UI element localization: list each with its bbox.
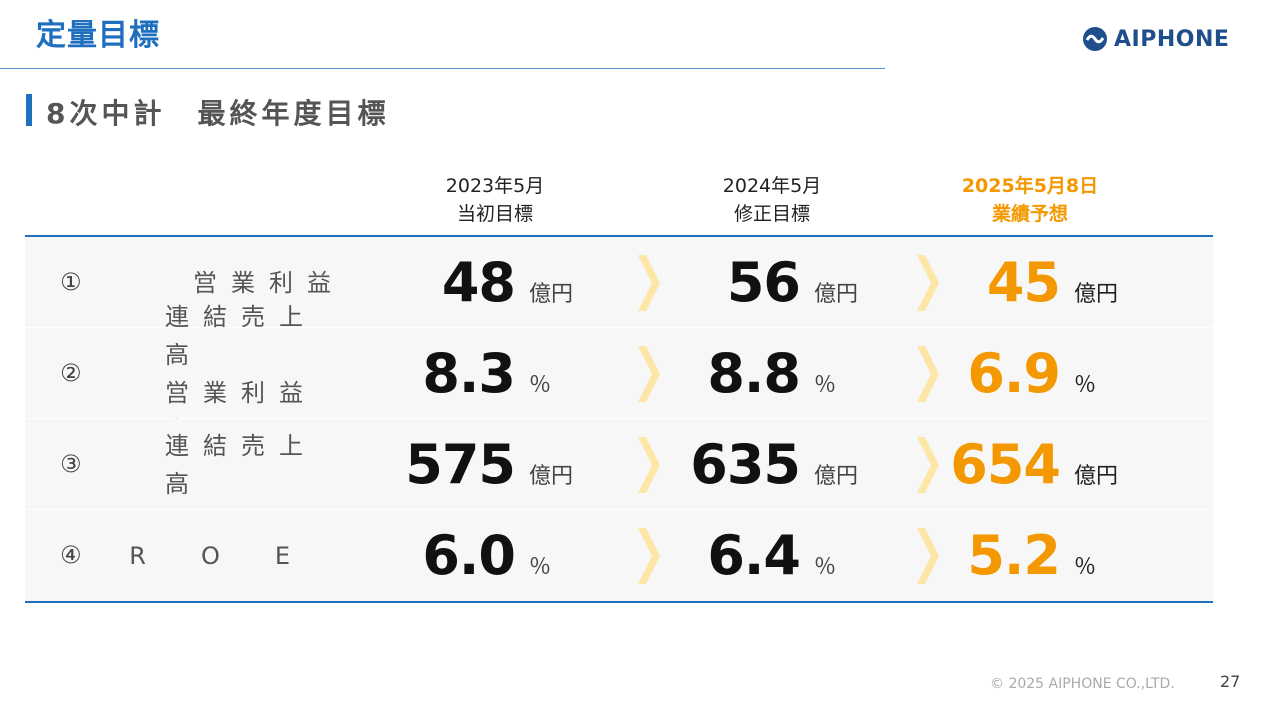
chevron-right-icon xyxy=(638,437,660,493)
chevron-right-icon xyxy=(917,255,939,311)
metric-value: 6.4 xyxy=(707,524,801,587)
metric-value: 654 xyxy=(950,433,1061,496)
value-cell: 5.2 ％ xyxy=(940,510,1170,601)
value-cell: 6.0 ％ xyxy=(395,510,625,601)
metric-value: 48 xyxy=(441,251,516,314)
column-header-initial-target: 2023年5月 当初目標 xyxy=(395,172,595,228)
row-label-line: 連結売上高 xyxy=(165,431,317,498)
metric-value: 45 xyxy=(986,251,1061,314)
row-number: ② xyxy=(60,359,82,387)
row-number: ④ xyxy=(60,541,82,569)
page-number: 27 xyxy=(1220,672,1241,691)
column-header-label: 業績予想 xyxy=(991,203,1068,225)
metric-value: 635 xyxy=(690,433,801,496)
metric-value: 8.8 xyxy=(707,342,801,405)
value-cell: 575 億円 xyxy=(395,419,625,510)
value-cell: 654 億円 xyxy=(940,419,1170,510)
metric-value: 6.0 xyxy=(422,524,516,587)
row-label: ROE xyxy=(129,510,345,601)
row-label-line: 連結売上高 xyxy=(165,302,317,369)
page-title: 定量目標 xyxy=(36,18,160,53)
metric-value: 5.2 xyxy=(967,524,1061,587)
chevron-right-icon xyxy=(917,346,939,402)
metric-unit: ％ xyxy=(529,372,552,398)
chevron-right-icon xyxy=(638,528,660,584)
metric-value: 8.3 xyxy=(422,342,516,405)
title-divider xyxy=(0,68,885,69)
column-header-forecast: 2025年5月8日 業績予想 xyxy=(930,172,1130,228)
chevron-right-icon xyxy=(917,437,939,493)
metric-unit: ％ xyxy=(1074,554,1097,580)
table-row: ③ 連結売上高 575 億円 635 億円 654 億円 xyxy=(25,419,1213,510)
value-cell: 45 億円 xyxy=(940,237,1170,328)
copyright-notice: © 2025 AIPHONE CO.,LTD. xyxy=(990,676,1175,692)
row-number: ③ xyxy=(60,450,82,478)
metric-value: 56 xyxy=(726,251,801,314)
metric-unit: 億円 xyxy=(529,281,574,307)
value-cell: 635 億円 xyxy=(680,419,910,510)
table-row: ④ ROE 6.0 ％ 6.4 ％ 5.2 ％ xyxy=(25,510,1213,601)
row-label: 営業利益 xyxy=(165,237,345,328)
value-cell: 6.9 ％ xyxy=(940,328,1170,419)
section-marker xyxy=(26,94,32,126)
metric-unit: ％ xyxy=(1074,372,1097,398)
chevron-right-icon xyxy=(638,255,660,311)
row-label-line: ROE xyxy=(129,541,345,570)
metric-unit: 億円 xyxy=(529,463,574,489)
target-table: ① 営業利益 48 億円 56 億円 45 億円 ② 連結売上高 営業利益率 8… xyxy=(25,235,1213,603)
company-logo: AIPHONE xyxy=(1082,26,1229,52)
metric-unit: ％ xyxy=(814,372,837,398)
metric-unit: 億円 xyxy=(814,281,859,307)
value-cell: 8.8 ％ xyxy=(680,328,910,419)
value-cell: 6.4 ％ xyxy=(680,510,910,601)
metric-unit: ％ xyxy=(529,554,552,580)
row-label-line: 営業利益 xyxy=(193,268,345,297)
metric-value: 575 xyxy=(405,433,516,496)
chevron-right-icon xyxy=(638,346,660,402)
row-number: ① xyxy=(60,268,82,296)
aiphone-logo-icon xyxy=(1083,27,1107,51)
column-header-revised-target: 2024年5月 修正目標 xyxy=(672,172,872,228)
row-label: 連結売上高 xyxy=(165,419,345,510)
value-cell: 56 億円 xyxy=(680,237,910,328)
metric-unit: ％ xyxy=(814,554,837,580)
metric-unit: 億円 xyxy=(814,463,859,489)
chevron-right-icon xyxy=(917,528,939,584)
logo-text: AIPHONE xyxy=(1114,26,1230,52)
metric-value: 6.9 xyxy=(967,342,1061,405)
metric-unit: 億円 xyxy=(1074,463,1119,489)
column-header-date: 2025年5月8日 xyxy=(961,175,1099,197)
row-label: 連結売上高 営業利益率 xyxy=(165,303,345,445)
value-cell: 8.3 ％ xyxy=(395,328,625,419)
column-header-label: 修正目標 xyxy=(733,203,810,225)
column-header-date: 2024年5月 xyxy=(722,175,822,197)
table-row: ① 営業利益 48 億円 56 億円 45 億円 xyxy=(25,237,1213,328)
metric-unit: 億円 xyxy=(1074,281,1119,307)
column-header-label: 当初目標 xyxy=(456,203,533,225)
column-header-date: 2023年5月 xyxy=(445,175,545,197)
section-title: 8次中計 最終年度目標 xyxy=(46,97,390,130)
value-cell: 48 億円 xyxy=(395,237,625,328)
table-row: ② 連結売上高 営業利益率 8.3 ％ 8.8 ％ 6.9 ％ xyxy=(25,303,1213,445)
